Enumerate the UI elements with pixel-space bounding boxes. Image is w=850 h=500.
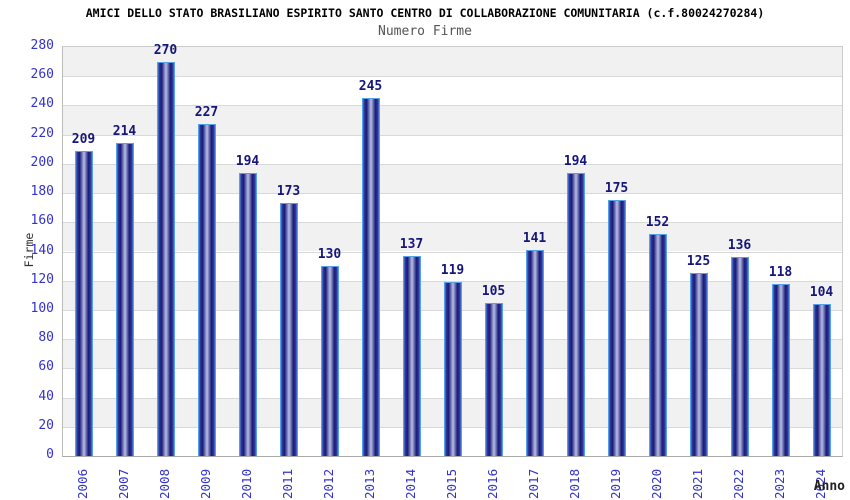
bar-2007 [115, 143, 134, 456]
bar-2008 [156, 61, 175, 456]
bar-2020 [648, 233, 667, 456]
x-tick-2009: 2009 [197, 468, 213, 499]
y-tick-200: 200 [30, 154, 54, 170]
bar-2012 [320, 266, 339, 456]
bar-2015 [443, 282, 462, 456]
y-tick-280: 280 [30, 38, 54, 53]
bar-value-label-2006: 209 [71, 131, 96, 147]
x-tick-2015: 2015 [443, 468, 459, 499]
bar-value-label-2007: 214 [112, 124, 137, 140]
bar-2022 [730, 257, 749, 456]
plot-area: 209 214 270 227 194 173 130 245 137 119 105 141 194 1… [62, 42, 843, 457]
y-tick-260: 260 [30, 67, 54, 83]
gridline-260 [63, 76, 842, 78]
plot-band [63, 47, 842, 77]
x-tick-2023: 2023 [771, 468, 787, 499]
bar-value-label-2014: 137 [399, 236, 424, 252]
y-tick-20: 20 [38, 417, 54, 433]
bar-2024 [812, 304, 831, 456]
chart-title: AMICI DELLO STATO BRASILIANO ESPIRITO SA… [85, 6, 765, 20]
plot-band [63, 76, 842, 106]
y-tick-0: 0 [46, 447, 54, 462]
x-tick-2020: 2020 [648, 468, 664, 499]
x-tick-2019: 2019 [607, 468, 623, 499]
x-tick-2014: 2014 [402, 468, 418, 499]
x-tick-2018: 2018 [566, 468, 582, 499]
bar-2006 [74, 150, 93, 456]
x-tick-2022: 2022 [730, 468, 746, 499]
x-tick-2016: 2016 [484, 468, 500, 499]
x-tick-2011: 2011 [279, 468, 295, 499]
x-tick-2012: 2012 [320, 468, 336, 499]
bar-value-label-2015: 119 [440, 263, 465, 279]
bar-2013 [361, 98, 380, 456]
y-axis-title: Firme [22, 232, 36, 268]
x-tick-2006: 2006 [74, 468, 90, 499]
bar-2014 [402, 255, 421, 456]
bar-value-label-2017: 141 [522, 231, 547, 247]
bar-value-label-2009: 227 [194, 105, 219, 121]
bar-value-label-2019: 175 [604, 181, 629, 197]
bar-2017 [525, 250, 544, 456]
bar-2016 [484, 302, 503, 456]
y-tick-100: 100 [30, 300, 54, 316]
gridline-120 [63, 280, 842, 282]
x-tick-2021: 2021 [689, 468, 705, 499]
plot-band [63, 193, 842, 223]
gridline-140 [63, 251, 842, 253]
bar-value-label-2018: 194 [563, 153, 588, 169]
plot-band [63, 134, 842, 164]
bar-value-label-2012: 130 [317, 247, 342, 263]
y-tick-40: 40 [38, 388, 54, 404]
bar-value-label-2008: 270 [153, 42, 178, 58]
bar-2023 [771, 283, 790, 456]
gridline-200 [63, 163, 842, 165]
bar-2010 [238, 172, 257, 456]
plot-band [63, 222, 842, 252]
gridline-240 [63, 105, 842, 107]
bar-value-label-2021: 125 [686, 254, 711, 270]
y-tick-160: 160 [30, 213, 54, 229]
y-tick-240: 240 [30, 96, 54, 112]
bar-value-label-2013: 245 [358, 79, 383, 95]
plot-band [63, 163, 842, 194]
x-tick-2017: 2017 [525, 468, 541, 499]
y-tick-80: 80 [38, 330, 54, 346]
gridline-180 [63, 193, 842, 195]
x-tick-2007: 2007 [115, 468, 131, 499]
y-tick-140: 140 [30, 242, 54, 258]
gridline-220 [63, 134, 842, 136]
bar-2009 [197, 124, 216, 456]
bar-value-label-2020: 152 [645, 214, 670, 230]
x-tick-2013: 2013 [361, 468, 377, 499]
plot-band [63, 251, 842, 281]
bar-value-label-2016: 105 [481, 283, 506, 299]
bar-value-label-2024: 104 [809, 285, 834, 301]
x-axis-title: Anno [813, 479, 845, 494]
bar-value-label-2022: 136 [727, 238, 752, 254]
gridline-160 [63, 222, 842, 224]
bar-value-label-2023: 118 [768, 264, 793, 280]
bar-2011 [279, 203, 298, 456]
bar-2019 [607, 200, 626, 456]
chart-subtitle: Numero Firme [378, 24, 472, 39]
bar-2018 [566, 172, 585, 456]
bar-2021 [689, 273, 708, 456]
y-tick-220: 220 [30, 125, 54, 141]
y-tick-60: 60 [38, 359, 54, 375]
plot-band [63, 105, 842, 135]
y-tick-180: 180 [30, 184, 54, 200]
bar-value-label-2011: 173 [276, 184, 301, 200]
x-tick-2010: 2010 [238, 468, 254, 499]
bar-value-label-2010: 194 [235, 153, 260, 169]
x-tick-2008: 2008 [156, 468, 172, 499]
y-tick-120: 120 [30, 271, 54, 287]
